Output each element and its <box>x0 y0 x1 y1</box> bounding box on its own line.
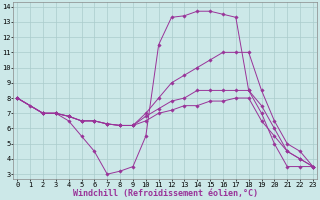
X-axis label: Windchill (Refroidissement éolien,°C): Windchill (Refroidissement éolien,°C) <box>73 189 258 198</box>
